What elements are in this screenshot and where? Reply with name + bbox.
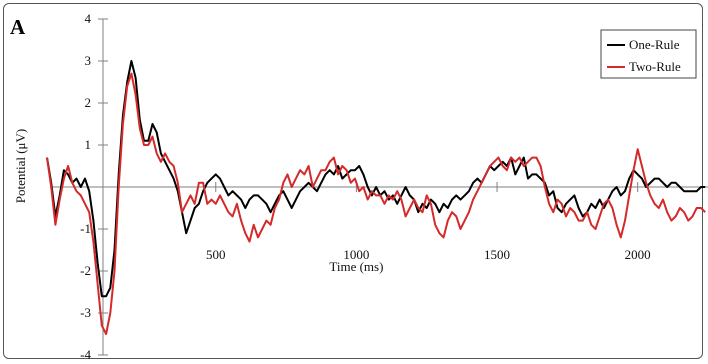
x-tick-label: 2000 — [625, 247, 651, 262]
x-tick-label: 500 — [206, 247, 226, 262]
y-tick-label: 3 — [85, 53, 92, 68]
y-tick-label: 4 — [85, 11, 92, 26]
legend: One-Rule Two-Rule — [600, 29, 697, 79]
y-axis-label: Potential (μV) — [13, 129, 28, 203]
y-tick-label: -1 — [80, 221, 91, 236]
y-tick-label: 1 — [85, 137, 92, 152]
series-layer — [46, 60, 706, 335]
y-tick-label: -2 — [80, 263, 91, 278]
x-tick-label: 1000 — [343, 247, 369, 262]
y-tick-label: -3 — [80, 305, 91, 320]
panel-label: A — [10, 15, 26, 39]
series-line-one-rule — [46, 60, 706, 298]
legend-label-two-rule: Two-Rule — [629, 59, 681, 74]
legend-label-one-rule: One-Rule — [629, 37, 680, 52]
series-line-two-rule — [46, 72, 706, 335]
axes: -4 -3 -2 -1 1 2 3 4 500 1000 1500 2000 — [50, 11, 708, 362]
x-tick-label: 1500 — [484, 247, 510, 262]
y-tick-label: -4 — [80, 347, 91, 362]
figure-panel-frame — [3, 3, 703, 359]
x-axis-label: Time (ms) — [329, 259, 383, 274]
y-tick-label: 2 — [85, 95, 92, 110]
legend-box — [600, 29, 697, 79]
